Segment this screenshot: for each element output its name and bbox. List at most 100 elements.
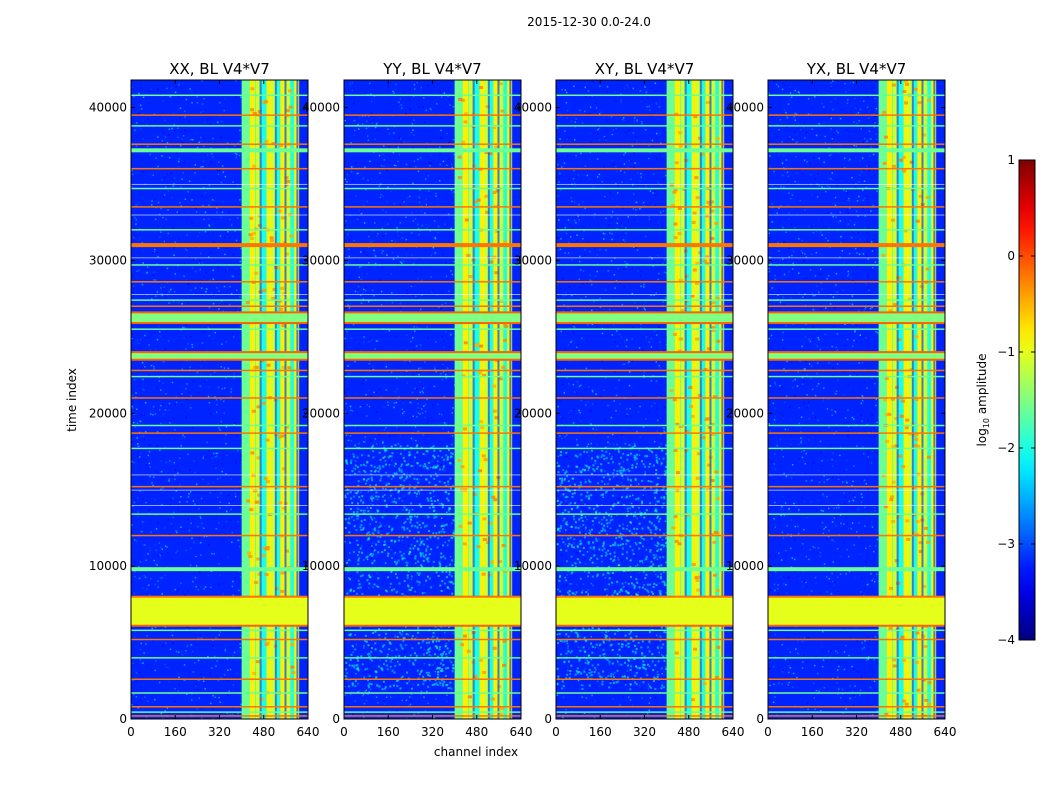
- rfi-row: [344, 629, 521, 632]
- channel-stripe: [285, 80, 291, 719]
- flagged-block: [344, 312, 521, 324]
- rfi-row: [131, 299, 308, 301]
- rfi-row: [131, 678, 308, 681]
- rfi-row: [344, 94, 521, 97]
- channel-stripe: [462, 80, 468, 719]
- rfi-row: [131, 148, 308, 153]
- rfi-row: [556, 187, 733, 190]
- flagged-block: [556, 352, 733, 360]
- channel-stripe: [886, 80, 892, 719]
- channel-stripe: [267, 80, 273, 719]
- channel-stripe: [695, 80, 701, 719]
- rfi-row: [131, 264, 308, 266]
- rfi-row: [556, 595, 733, 598]
- rfi-row: [768, 243, 945, 248]
- rfi-row: [131, 328, 308, 330]
- flagged-block: [131, 596, 308, 626]
- rfi-row: [344, 638, 521, 641]
- heatmap-image: [768, 80, 945, 719]
- rfi-row: [768, 424, 945, 427]
- rfi-row: [556, 567, 733, 572]
- channel-stripe: [922, 80, 928, 719]
- rfi-row: [344, 447, 521, 450]
- colorbar: 1 0 −1 −2 −3 −4 log10 amplitude: [975, 153, 1036, 647]
- y-tick-label: 0: [756, 712, 764, 726]
- panel-xx: XX, BL V4*V7 0 160 320 480 640 0 10000 20000 3000…: [89, 60, 320, 739]
- rfi-row: [344, 328, 521, 330]
- rfi-row: [131, 397, 308, 399]
- panel-yx: YX, BL V4*V7 0 160 320 480 640 0 10000 20000 3000…: [726, 60, 957, 739]
- x-tick-label: 640: [297, 725, 320, 739]
- rfi-row: [344, 534, 521, 537]
- rfi-row: [768, 706, 945, 708]
- rfi-row: [768, 375, 945, 378]
- channel-stripe: [897, 80, 903, 719]
- panels-group: XX, BL V4*V7 0 160 320 480 640 0 10000 20000 3000…: [89, 60, 957, 739]
- panel-title: XX, BL V4*V7: [169, 60, 270, 78]
- rfi-row: [556, 432, 733, 434]
- x-axis-label: channel index: [434, 745, 518, 759]
- rfi-row: [344, 567, 521, 572]
- y-axis-label: time index: [65, 368, 79, 432]
- channel-stripe: [270, 80, 276, 719]
- x-tick-label: 0: [340, 725, 348, 739]
- rfi-row: [131, 375, 308, 378]
- rfi-row: [131, 229, 308, 231]
- rfi-row: [556, 678, 733, 681]
- y-tick-label: 20000: [89, 406, 127, 420]
- colorbar-tick-label: −2: [997, 441, 1015, 455]
- rfi-row: [344, 692, 521, 694]
- rfi-row: [344, 424, 521, 427]
- rfi-row: [556, 264, 733, 266]
- rfi-row: [131, 711, 308, 713]
- rfi-row: [344, 264, 521, 266]
- y-tick-label: 20000: [726, 406, 764, 420]
- x-tick-label: 0: [127, 725, 135, 739]
- rfi-row: [768, 167, 945, 170]
- x-tick-label: 0: [764, 725, 772, 739]
- panel-title: XY, BL V4*V7: [595, 60, 695, 78]
- colorbar-gradient: [1018, 159, 1036, 641]
- rfi-row: [344, 485, 521, 488]
- flagged-block: [768, 352, 945, 360]
- rfi-row: [131, 114, 308, 116]
- rfi-row: [344, 114, 521, 116]
- rfi-row: [131, 534, 308, 537]
- rfi-row: [344, 678, 521, 681]
- rfi-row: [556, 706, 733, 708]
- channel-stripe: [907, 80, 913, 719]
- y-tick-label: 40000: [302, 101, 340, 115]
- flagged-block: [556, 596, 733, 626]
- rfi-row: [556, 657, 733, 659]
- rfi-row: [344, 513, 521, 515]
- heatmap-image: [131, 80, 308, 719]
- rfi-row: [768, 447, 945, 450]
- rfi-row: [556, 206, 733, 208]
- rfi-row: [131, 692, 308, 694]
- rfi-row: [768, 114, 945, 116]
- rfi-row: [768, 638, 945, 641]
- flagged-block: [344, 352, 521, 360]
- rfi-row: [768, 369, 945, 372]
- rfi-row: [556, 114, 733, 116]
- rfi-row: [344, 187, 521, 190]
- rfi-row: [768, 125, 945, 127]
- rfi-row: [768, 206, 945, 208]
- channel-stripe: [685, 80, 691, 719]
- rfi-row: [768, 678, 945, 681]
- rfi-row: [768, 711, 945, 713]
- rfi-row: [768, 629, 945, 632]
- rfi-row: [344, 369, 521, 372]
- channel-stripe: [277, 80, 283, 719]
- rfi-row: [344, 229, 521, 231]
- rfi-row: [556, 447, 733, 450]
- rfi-row: [131, 706, 308, 708]
- x-tick-label: 480: [252, 725, 275, 739]
- x-tick-label: 0: [552, 725, 560, 739]
- rfi-row: [344, 305, 521, 307]
- rfi-row: [768, 148, 945, 153]
- rfi-row: [556, 424, 733, 427]
- rfi-row: [768, 485, 945, 488]
- channel-stripe: [493, 80, 499, 719]
- y-tick-label: 10000: [89, 559, 127, 573]
